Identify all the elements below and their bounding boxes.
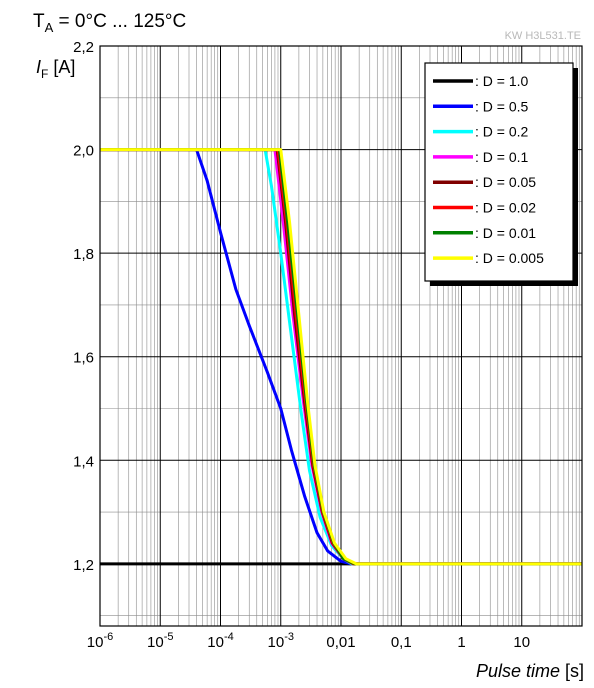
x-tick-label-3: 10-3: [268, 631, 294, 651]
y-tick-label-3: 1,8: [73, 246, 94, 263]
x-tick-label-0: 10-6: [87, 631, 113, 651]
plot-frame: [99, 45, 583, 627]
watermark-label: KW H3L531.TE: [505, 30, 581, 42]
legend-label-0: : D = 1.0: [475, 73, 529, 89]
series-line-7: [100, 148, 582, 566]
x-tick-label-5: 0,1: [391, 634, 412, 651]
legend-label-4: : D = 0.05: [475, 174, 536, 190]
legend-label-1: : D = 0.5: [475, 98, 529, 114]
y-tick-label-2: 1,6: [73, 350, 94, 367]
legend-box: [424, 62, 574, 282]
x-tick-label-4: 0,01: [326, 634, 355, 651]
chart-title: TA = 0°C ... 125°C: [33, 11, 186, 35]
legend-label-6: : D = 0.01: [475, 225, 536, 241]
series-line-1: [100, 148, 582, 566]
series-layer: [100, 148, 582, 566]
y-tick-labels: 1,2 1,4 1,6 1,8 2,0 2,2: [73, 39, 94, 574]
y-axis-label: IF [A]: [36, 57, 75, 81]
legend: : D = 1.0 : D = 0.5 : D = 0.2 : D = 0.1 : D …: [424, 62, 578, 286]
legend-label-7: : D = 0.005: [475, 250, 544, 266]
x-axis-label: Pulse time [s]: [476, 661, 584, 681]
x-tick-label-1: 10-5: [147, 631, 173, 651]
y-tick-label-5: 2,2: [73, 39, 94, 56]
y-tick-label-1: 1,4: [73, 453, 94, 470]
legend-label-2: : D = 0.2: [475, 124, 529, 140]
y-tick-label-4: 2,0: [73, 143, 94, 160]
x-tick-label-6: 1: [457, 634, 465, 651]
legend-label-5: : D = 0.02: [475, 200, 536, 216]
x-tick-label-2: 10-4: [207, 631, 233, 651]
y-tick-label-0: 1,2: [73, 557, 94, 574]
x-tick-labels: 10-6 10-5 10-4 10-3 0,01 0,1 1 10: [87, 631, 530, 651]
legend-label-3: : D = 0.1: [475, 149, 529, 165]
x-tick-label-7: 10: [513, 634, 530, 651]
